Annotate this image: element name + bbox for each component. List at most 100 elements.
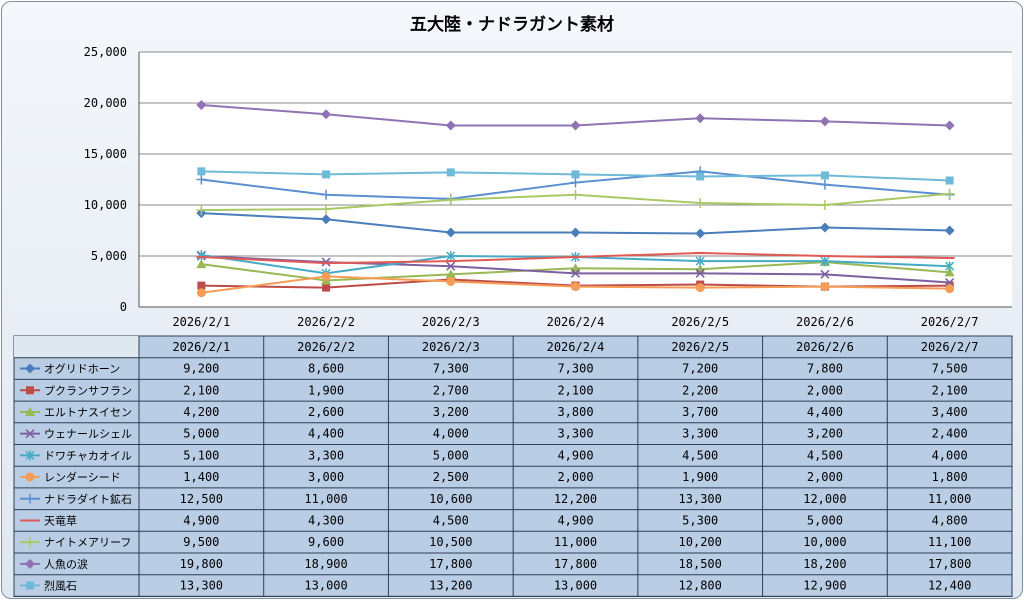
table-cell: 12,400 — [928, 579, 971, 593]
y-tick-label: 0 — [120, 300, 127, 314]
data-point — [322, 283, 331, 292]
table-series-name: ドワチャカオイル — [44, 449, 132, 462]
data-point — [945, 176, 954, 185]
table-cell: 5,300 — [682, 513, 718, 527]
data-point — [944, 188, 955, 199]
data-point — [321, 271, 331, 281]
data-point — [945, 284, 955, 294]
table-cell: 18,200 — [803, 557, 846, 571]
table-cell: 4,000 — [932, 448, 968, 462]
table-cell: 5,100 — [183, 448, 219, 462]
legend-key-7 — [20, 493, 40, 504]
chart-title: 五大陸・ナドラガント素材 — [410, 14, 614, 35]
data-point — [820, 282, 830, 292]
legend-marker — [25, 537, 35, 548]
table-cell: 10,200 — [679, 535, 722, 549]
table-cell: 3,300 — [682, 427, 718, 441]
data-point — [819, 200, 830, 210]
x-tick-label: 2026/2/4 — [547, 315, 605, 329]
data-point — [695, 256, 705, 267]
y-tick-label: 15,000 — [84, 147, 127, 161]
data-point — [445, 194, 456, 205]
table-cell: 12,500 — [180, 492, 223, 506]
data-point — [695, 197, 706, 208]
data-point — [196, 174, 207, 185]
table-cell: 4,500 — [807, 448, 843, 462]
legend-key-3 — [20, 406, 40, 416]
table-cell: 12,000 — [803, 492, 846, 506]
table-cell: 11,000 — [304, 492, 347, 506]
table-cell: 2,500 — [433, 470, 469, 484]
table-cell: 18,500 — [679, 557, 722, 571]
table-cell: 13,000 — [304, 579, 347, 593]
legend-marker — [26, 386, 34, 395]
table-cell: 4,300 — [308, 513, 344, 527]
data-point — [446, 277, 456, 286]
table-cell: 4,800 — [932, 513, 968, 527]
table-cell: 11,100 — [928, 535, 971, 549]
table-cell: 9,500 — [183, 535, 219, 549]
table-cell: 13,200 — [429, 579, 472, 593]
x-tick-label: 2026/2/2 — [297, 315, 355, 329]
data-point — [321, 204, 332, 215]
x-tick-label: 2026/2/6 — [796, 315, 854, 329]
data-point — [196, 100, 207, 111]
table-cell: 3,300 — [557, 427, 593, 441]
table-series-name: レンダーシード — [44, 470, 121, 484]
legend-key-4 — [20, 429, 40, 439]
legend-marker — [25, 406, 35, 416]
data-point — [321, 189, 332, 200]
table-cell: 4,500 — [682, 448, 718, 462]
table-cell: 1,900 — [308, 383, 344, 397]
data-point — [321, 214, 332, 225]
legend-key-2 — [20, 386, 40, 395]
data-point — [570, 120, 581, 131]
legend-key-1 — [20, 363, 40, 374]
y-tick-label: 5,000 — [91, 249, 127, 263]
x-tick-label: 2026/2/1 — [172, 315, 230, 329]
table-cell: 2,000 — [557, 470, 593, 484]
table-cell: 13,000 — [554, 579, 597, 593]
table-cell: 4,900 — [557, 513, 593, 527]
table-cell: 3,700 — [682, 405, 718, 419]
x-tick-label: 2026/2/5 — [671, 315, 729, 329]
table-cell: 2,000 — [807, 470, 843, 484]
table-cell: 1,400 — [183, 470, 219, 484]
table-cell: 10,600 — [429, 492, 472, 506]
data-point — [945, 261, 955, 272]
table-cell: 3,200 — [807, 427, 843, 441]
table-series-name: ナイトメアリーフ — [44, 536, 131, 549]
table-series-name: 天竜草 — [44, 513, 77, 527]
series-10 — [196, 100, 955, 131]
table-cell: 3,200 — [433, 405, 469, 419]
legend-marker — [25, 558, 35, 569]
data-point — [696, 172, 705, 181]
table-header-cell: 2026/2/4 — [547, 340, 605, 354]
y-tick-label: 10,000 — [84, 198, 127, 212]
table-series-name: オグリドホーン — [44, 362, 120, 376]
x-tick-label: 2026/2/3 — [422, 315, 480, 329]
table-header-cell: 2026/2/2 — [297, 340, 355, 354]
table-cell: 17,800 — [429, 557, 472, 571]
table-series-name: 人魚の涙 — [44, 557, 88, 571]
table-cell: 2,200 — [682, 383, 718, 397]
series-8 — [196, 251, 955, 265]
data-point — [322, 170, 331, 179]
legend-key-10 — [20, 558, 40, 569]
data-point — [196, 288, 206, 298]
table-cell: 3,800 — [557, 405, 593, 419]
table-cell: 11,000 — [554, 535, 597, 549]
table-cell: 1,900 — [682, 470, 718, 484]
table-header-cell: 2026/2/5 — [671, 340, 729, 354]
table-series-name: ウェナールシェル — [44, 428, 132, 441]
data-point — [695, 268, 705, 278]
table-cell: 4,200 — [183, 405, 219, 419]
data-point — [570, 227, 581, 238]
table-cell: 18,900 — [304, 557, 347, 571]
x-tick-label: 2026/2/7 — [921, 315, 979, 329]
legend-key-11 — [20, 581, 40, 590]
series-6 — [196, 271, 955, 298]
table-cell: 2,100 — [557, 383, 593, 397]
table-header-cell: 2026/2/6 — [796, 340, 854, 354]
data-point — [570, 177, 581, 188]
